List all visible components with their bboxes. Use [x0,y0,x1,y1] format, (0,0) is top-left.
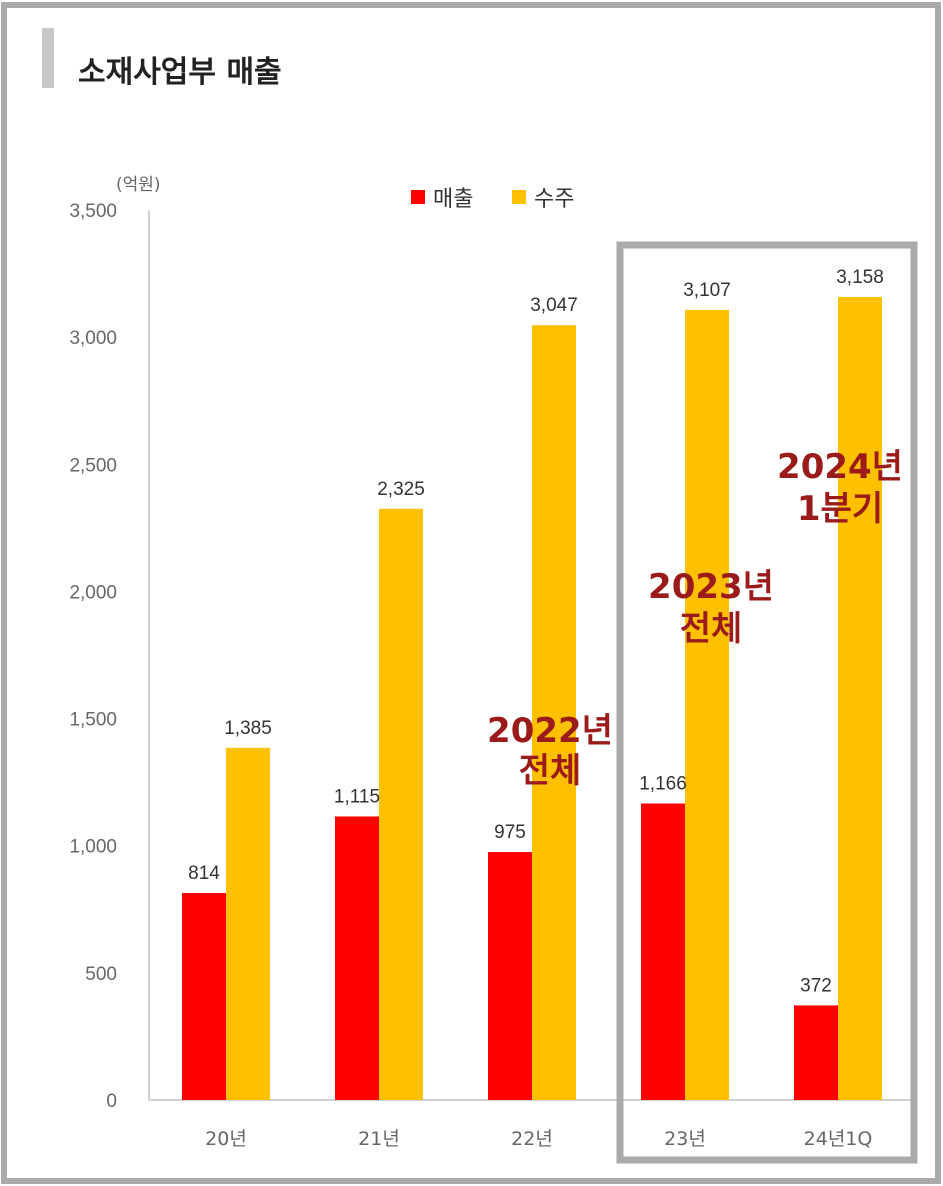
annotation-2023-line2: 전체 [680,609,743,649]
value-label-orders: 3,107 [683,280,731,301]
y-tick-label: 1,000 [69,837,117,858]
y-tick-label: 0 [106,1091,117,1112]
x-tick-label: 24년1Q [804,1128,873,1150]
value-label-sales: 1,166 [639,774,687,795]
bar-orders [226,747,270,1100]
bar-sales [182,893,226,1100]
bar-marks [182,296,882,1101]
y-tick-label: 2,500 [69,455,117,476]
legend: 매출 수주 [411,187,574,212]
title-accent-bar [42,28,54,88]
y-tick-label: 500 [85,964,117,985]
value-label-sales: 975 [494,822,526,843]
bar-sales [488,852,532,1100]
value-label-sales: 1,115 [334,786,380,807]
highlight-box [616,241,918,1164]
value-label-sales: 814 [188,863,220,884]
y-unit-label: (억원) [116,175,161,195]
x-tick-labels: 20년 21년 22년 23년 24년1Q [205,1128,872,1150]
annotation-2024: 2024년 1분기 [777,447,903,529]
bar-sales [641,803,685,1100]
bar-sales [794,1005,838,1100]
chart-title: 소재사업부 매출 [78,55,282,90]
annotation-2024-line2: 1분기 [797,489,883,529]
annotation-2022-line2: 전체 [519,751,582,791]
y-tick-labels: 0 500 1,000 1,500 2,000 2,500 3,000 3,500 [69,201,117,1112]
y-tick-label: 3,500 [69,201,117,222]
legend-swatch-sales [411,190,425,204]
bar-orders [379,508,423,1100]
x-tick-label: 23년 [664,1128,706,1150]
bar-value-labels: 814 1,385 1,115 2,325 975 3,047 1,166 3,107 372 3… [188,267,884,996]
value-label-orders: 3,047 [530,295,578,316]
value-label-orders: 2,325 [377,479,425,500]
y-tick-label: 1,500 [69,710,117,731]
value-label-orders: 3,158 [836,267,884,288]
y-tick-label: 2,000 [69,582,117,603]
y-tick-label: 3,000 [69,328,117,349]
annotation-2022: 2022년 전체 [487,711,613,791]
legend-swatch-orders [512,190,526,204]
annotation-2023-line1: 2023년 [648,567,774,607]
legend-label-sales: 매출 [433,187,473,212]
annotation-2023: 2023년 전체 [648,567,774,649]
bar-sales [335,816,379,1100]
annotation-2024-line1: 2024년 [777,447,903,487]
value-label-sales: 372 [800,975,832,996]
x-tick-label: 22년 [511,1128,553,1150]
x-tick-label: 20년 [205,1128,247,1150]
x-tick-label: 21년 [358,1128,400,1150]
annotation-2022-line1: 2022년 [487,711,613,751]
bar-orders [685,309,729,1100]
value-label-orders: 1,385 [224,718,272,739]
bar-orders [532,325,576,1101]
legend-label-orders: 수주 [534,187,574,212]
bar-orders [838,296,882,1101]
